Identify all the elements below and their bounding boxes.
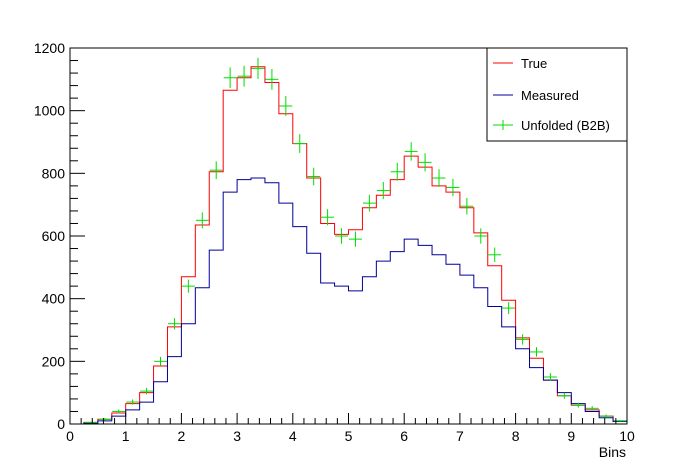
data-point: [223, 67, 237, 89]
x-tick-label: 8: [512, 428, 520, 444]
x-axis-title: Bins: [599, 444, 626, 460]
legend-entry-unfolded: Unfolded (B2B): [493, 118, 610, 133]
legend-label-unfolded: Unfolded (B2B): [521, 118, 610, 133]
data-point: [557, 392, 571, 399]
data-point: [335, 228, 348, 244]
x-tick-label: 4: [289, 428, 297, 444]
data-point: [98, 418, 112, 421]
data-point: [390, 162, 404, 181]
series-line-measured: [70, 177, 627, 425]
y-tick-label: 200: [42, 353, 66, 369]
series-points-unfolded-b2b: [84, 57, 627, 424]
data-point: [543, 373, 557, 381]
data-point: [488, 247, 502, 263]
legend-label-true: True: [521, 56, 547, 71]
y-tick-label: 1200: [34, 40, 65, 56]
x-tick-label: 7: [456, 428, 464, 444]
data-point: [251, 57, 265, 79]
data-point: [404, 142, 418, 161]
data-point: [140, 387, 154, 395]
data-point: [126, 399, 140, 405]
legend-label-measured: Measured: [521, 88, 579, 103]
axis-layer: 0 1 2 3 4 5 6 7 8 9 10 0 200 400 600 800 1000 1200: [34, 40, 635, 444]
data-point: [167, 318, 181, 330]
data-point: [418, 153, 432, 172]
data-point: [154, 356, 167, 366]
data-point: [293, 134, 307, 153]
x-tick-label: 6: [400, 428, 408, 444]
data-point: [432, 169, 446, 187]
y-tick-label: 600: [42, 228, 66, 244]
data-point: [265, 68, 279, 90]
data-point: [209, 161, 223, 180]
data-point: [516, 334, 530, 345]
y-tick-label: 800: [42, 165, 66, 181]
data-point: [362, 194, 376, 212]
data-point: [376, 182, 390, 200]
data-point: [446, 178, 460, 197]
data-point: [502, 302, 516, 315]
data-point: [349, 231, 362, 247]
legend: True Measured Unfolded (B2B): [486, 47, 628, 142]
data-point: [307, 167, 321, 186]
x-tick-label: 0: [66, 428, 74, 444]
x-tick-label: 1: [122, 428, 130, 444]
data-point: [195, 212, 209, 229]
data-point: [571, 402, 585, 408]
data-point: [460, 197, 474, 215]
data-point: [237, 65, 251, 87]
x-tick-label: 5: [345, 428, 353, 444]
legend-entry-true: True: [493, 56, 547, 71]
x-tick-label: 9: [567, 428, 575, 444]
y-tick-label: 1000: [34, 103, 65, 119]
legend-entry-measured: Measured: [493, 88, 579, 103]
data-point: [181, 279, 195, 293]
y-tick-label: 400: [42, 291, 66, 307]
data-point: [84, 421, 98, 424]
data-point: [599, 414, 613, 418]
x-tick-label: 2: [178, 428, 186, 444]
data-point: [279, 95, 293, 116]
data-point: [474, 228, 488, 244]
data-point: [112, 409, 126, 414]
series-layer: [70, 57, 627, 425]
data-point: [321, 209, 335, 226]
x-tick-label: 3: [233, 428, 241, 444]
data-point: [530, 347, 543, 357]
data-point: [585, 406, 599, 411]
y-tick-label: 0: [57, 416, 65, 432]
x-tick-label: 10: [619, 428, 635, 444]
